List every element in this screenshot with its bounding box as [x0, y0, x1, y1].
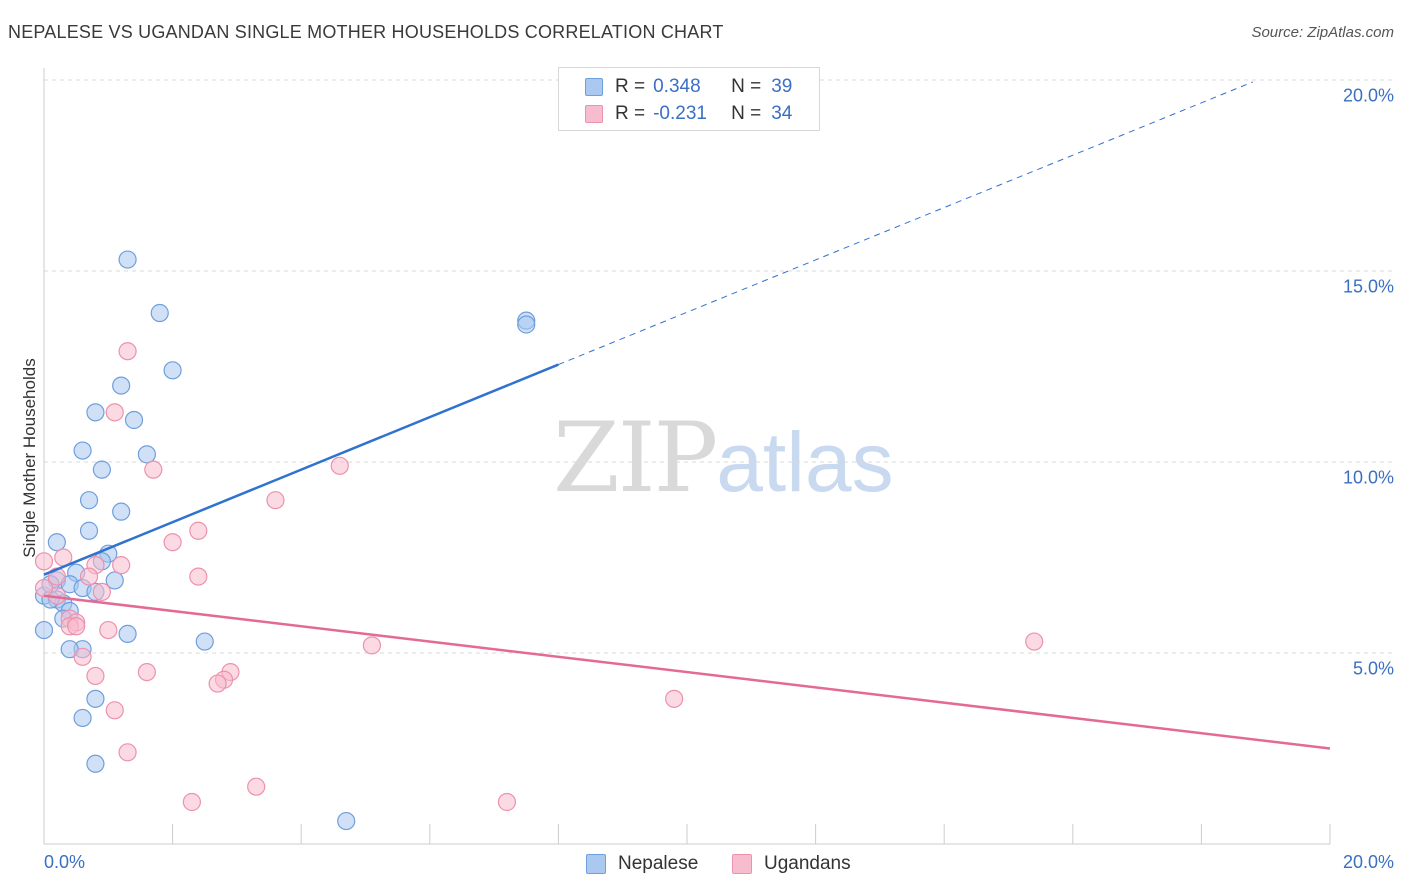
- ugandans-point: [362, 636, 382, 655]
- legend-item-ugandans: Ugandans: [732, 852, 851, 876]
- nepalese-point: [105, 571, 124, 590]
- stats-legend: R = 0.348 N = 39 R = -0.231 N = 34: [558, 67, 820, 131]
- x-tick-label-min: 0.0%: [44, 852, 86, 872]
- ugandans-point: [163, 533, 182, 552]
- ugandans-point: [137, 662, 156, 682]
- watermark-zip: ZIP: [553, 402, 718, 514]
- y-axis-label: Single Mother Households: [20, 358, 39, 558]
- nepalese-point: [79, 491, 99, 510]
- ugandans-point: [1025, 632, 1044, 651]
- y-tick-label: 20.0%: [1342, 85, 1394, 106]
- ugandans-point: [665, 689, 684, 708]
- watermark: ZIPatlas: [553, 402, 894, 514]
- chart-title: NEPALESE VS UGANDAN SINGLE MOTHER HOUSEH…: [8, 22, 724, 42]
- r-value: -0.231: [653, 103, 707, 124]
- nepalese-point: [118, 250, 137, 269]
- nepalese-trend-extension: [558, 81, 1254, 366]
- nepalese-point: [137, 445, 156, 464]
- legend-row-ugandans: R = -0.231 N = 34: [585, 102, 792, 126]
- y-tick-label: 5.0%: [1352, 658, 1394, 679]
- ugandans-point: [79, 567, 99, 586]
- ugandans-trend-line: [43, 594, 1331, 750]
- source-label: Source: ZipAtlas.com: [1251, 24, 1394, 41]
- ugandans-point: [67, 617, 86, 636]
- ugandans-point: [189, 567, 208, 586]
- nepalese-point: [517, 315, 536, 334]
- legend-row-nepalese: R = 0.348 N = 39: [585, 75, 792, 99]
- r-value: 0.348: [653, 76, 701, 97]
- nepalese-point: [79, 521, 99, 540]
- ugandans-swatch: [585, 105, 603, 123]
- ugandans-point: [34, 552, 54, 571]
- ugandans-point: [105, 701, 124, 720]
- nepalese-point: [47, 533, 66, 552]
- nepalese-point: [86, 754, 105, 773]
- nepalese-point: [92, 460, 111, 479]
- n-label: N =: [731, 103, 762, 124]
- nepalese-point: [118, 624, 137, 644]
- nepalese-point: [112, 376, 131, 395]
- legend-label: Nepalese: [618, 853, 699, 874]
- ugandans-point: [118, 743, 137, 762]
- nepalese-point: [163, 361, 182, 380]
- r-label: R =: [615, 76, 646, 97]
- ugandans-point: [208, 674, 227, 693]
- legend-label: Ugandans: [764, 853, 851, 874]
- ugandans-point: [73, 647, 92, 666]
- ugandans-point: [266, 491, 285, 510]
- n-label: N =: [731, 76, 762, 97]
- nepalese-point: [150, 303, 169, 323]
- ugandans-point: [92, 582, 111, 601]
- y-tick-label: 15.0%: [1342, 276, 1394, 297]
- nepalese-trend-line: [43, 363, 559, 576]
- ugandans-point: [189, 521, 208, 540]
- nepalese-point: [195, 632, 214, 651]
- ugandans-point: [144, 460, 163, 479]
- nepalese-point: [73, 708, 92, 728]
- x-tick-label-max: 20.0%: [1342, 852, 1394, 872]
- legend-item-nepalese: Nepalese: [586, 852, 698, 876]
- n-value: 39: [771, 76, 793, 97]
- nepalese-point: [73, 441, 92, 460]
- nepalese-point: [337, 811, 356, 831]
- ugandans-point: [330, 456, 349, 475]
- ugandans-point: [182, 792, 201, 812]
- ugandans-point: [247, 777, 266, 796]
- ugandans-point: [118, 342, 137, 361]
- nepalese-point: [124, 410, 144, 430]
- n-value: 34: [771, 103, 793, 124]
- nepalese-swatch: [586, 854, 606, 874]
- ugandans-point: [105, 403, 124, 422]
- ugandans-point: [99, 620, 118, 640]
- nepalese-point: [34, 620, 54, 640]
- nepalese-swatch: [585, 78, 603, 96]
- ugandans-point: [34, 578, 54, 598]
- nepalese-point: [86, 403, 105, 422]
- nepalese-point: [112, 502, 131, 521]
- ugandans-point: [497, 792, 517, 812]
- ugandans-point: [86, 666, 105, 686]
- y-tick-label: 10.0%: [1342, 467, 1394, 488]
- ugandans-point: [112, 556, 131, 575]
- ugandans-swatch: [732, 854, 752, 874]
- nepalese-point: [86, 689, 105, 708]
- r-label: R =: [615, 103, 646, 124]
